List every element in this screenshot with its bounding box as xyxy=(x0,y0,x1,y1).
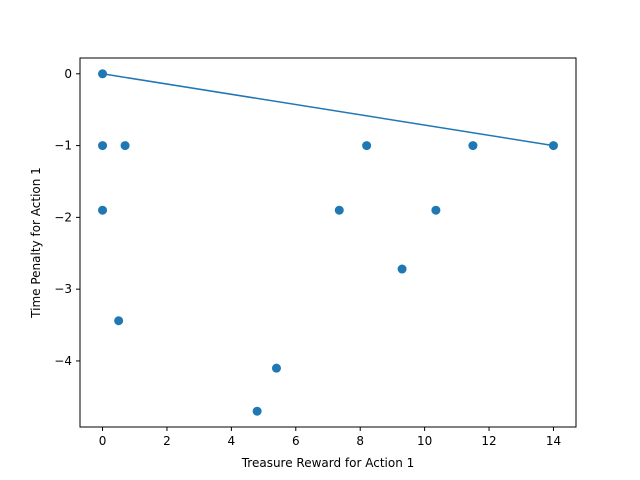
x-tick-label: 4 xyxy=(228,434,236,448)
trend-line xyxy=(102,73,554,147)
data-point-2 xyxy=(120,141,130,151)
x-tick-label: 2 xyxy=(163,434,171,448)
x-axis-label: Treasure Reward for Action 1 xyxy=(241,456,415,470)
x-tick-label: 8 xyxy=(356,434,364,448)
data-point-4 xyxy=(114,316,124,326)
axis-ticks: 0 2 4 6 8 10 12 14 0 −1 −2 −3 −4 xyxy=(54,67,561,448)
y-tick-label: 0 xyxy=(64,67,72,81)
y-tick-label: −1 xyxy=(54,139,72,153)
y-tick-label: −4 xyxy=(54,354,72,368)
x-tick-label: 14 xyxy=(546,434,561,448)
y-tick-label: −3 xyxy=(54,282,72,296)
data-point-10 xyxy=(431,205,441,215)
data-point-5 xyxy=(252,406,262,416)
data-point-6 xyxy=(271,363,281,373)
x-tick-label: 0 xyxy=(99,434,107,448)
data-point-7 xyxy=(334,205,344,215)
x-tick-label: 12 xyxy=(481,434,496,448)
y-axis-label: Time Penalty for Action 1 xyxy=(29,167,43,319)
data-point-3 xyxy=(98,205,108,215)
data-point-8 xyxy=(362,141,372,151)
data-point-0 xyxy=(98,69,108,79)
plot-area xyxy=(98,69,558,416)
y-tick-label: −2 xyxy=(54,210,72,224)
x-tick-label: 10 xyxy=(417,434,432,448)
data-point-11 xyxy=(468,141,478,151)
data-point-9 xyxy=(397,264,407,274)
plot-frame xyxy=(79,57,577,428)
data-point-12 xyxy=(548,141,558,151)
x-tick-label: 6 xyxy=(292,434,300,448)
data-point-1 xyxy=(98,141,108,151)
